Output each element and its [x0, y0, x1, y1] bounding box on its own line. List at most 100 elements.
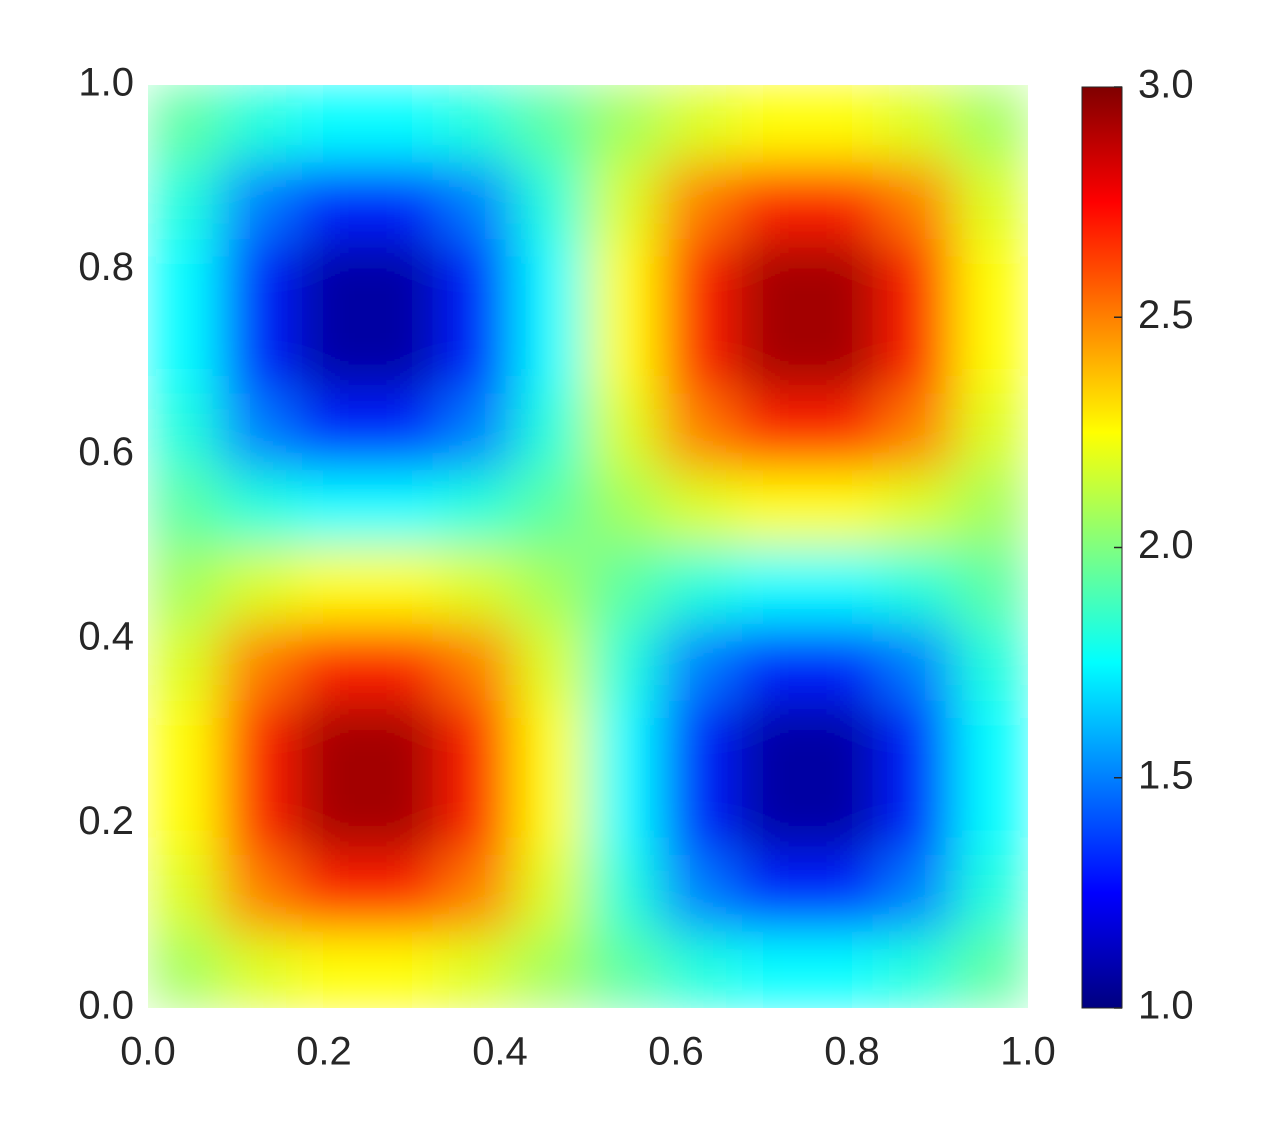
- heatmap-cell: [660, 85, 736, 163]
- heatmap-cell: [293, 699, 369, 778]
- heatmap-cell: [880, 161, 956, 240]
- heatmap-cell: [587, 468, 663, 547]
- heatmap-cell: [367, 161, 443, 240]
- x-tick-label: 0.2: [296, 1030, 352, 1074]
- heatmap-cell: [367, 777, 443, 855]
- heatmap-cell: [367, 853, 443, 932]
- heatmap-cell: [733, 315, 809, 394]
- heatmap-cell: [293, 392, 369, 471]
- heatmap-cell: [660, 930, 736, 1008]
- heatmap-cell: [367, 468, 443, 547]
- heatmap-cell: [733, 238, 809, 316]
- heatmap-cell: [367, 85, 443, 163]
- heatmap-cell: [513, 622, 589, 701]
- heatmap-cell: [880, 468, 956, 547]
- colorbar-tick-label: 2.5: [1138, 293, 1194, 337]
- heatmap-cell: [953, 468, 1028, 547]
- heatmap-cell: [513, 699, 589, 778]
- heatmap-cell: [660, 238, 736, 316]
- heatmap-cell: [660, 546, 736, 625]
- colorbar-tick-label: 1.5: [1138, 753, 1194, 797]
- heatmap-cell: [293, 853, 369, 932]
- heatmap-cell: [513, 546, 589, 625]
- heatmap-cell: [880, 777, 956, 855]
- heatmap-cell: [807, 468, 883, 547]
- heatmap-cell: [953, 161, 1028, 240]
- heatmap-cell: [220, 853, 296, 932]
- heatmap-cell: [513, 930, 589, 1008]
- heatmap-cell: [220, 622, 296, 701]
- heatmap-cell: [513, 853, 589, 932]
- heatmap-cell: [953, 853, 1028, 932]
- heatmap-cell: [587, 699, 663, 778]
- heatmap-cell: [440, 930, 516, 1008]
- heatmap-cell: [733, 622, 809, 701]
- heatmap-cell: [440, 853, 516, 932]
- heatmap-cell: [293, 85, 369, 163]
- heatmap-cell: [293, 238, 369, 316]
- heatmap-cell: [513, 468, 589, 547]
- heatmap-cell: [367, 699, 443, 778]
- heatmap-cell: [953, 315, 1028, 394]
- heatmap-cell: [807, 622, 883, 701]
- heatmap-cell: [807, 315, 883, 394]
- heatmap-cell: [440, 315, 516, 394]
- heatmap-cell: [367, 315, 443, 394]
- heatmap-cell: [660, 699, 736, 778]
- heatmap-cell: [733, 699, 809, 778]
- heatmap-cell: [807, 392, 883, 471]
- heatmap-cell: [660, 622, 736, 701]
- heatmap-cell: [367, 622, 443, 701]
- x-tick-label: 0.4: [472, 1030, 528, 1074]
- heatmap-cell: [880, 392, 956, 471]
- heatmap: [148, 85, 1028, 1008]
- heatmap-cell: [807, 238, 883, 316]
- y-tick-label: 1.0: [78, 61, 134, 105]
- heatmap-cell: [660, 468, 736, 547]
- heatmap-cell: [953, 930, 1028, 1008]
- heatmap-cell: [587, 238, 663, 316]
- x-tick-label: 0.0: [120, 1030, 176, 1074]
- heatmap-cell: [148, 699, 223, 778]
- heatmap-cell: [733, 930, 809, 1008]
- heatmap-cell: [733, 85, 809, 163]
- heatmap-cell: [220, 930, 296, 1008]
- heatmap-cell: [220, 161, 296, 240]
- heatmap-cell: [513, 161, 589, 240]
- heatmap-cell: [220, 315, 296, 394]
- heatmap-cell: [220, 777, 296, 855]
- heatmap-cell: [953, 777, 1028, 855]
- heatmap-cell: [587, 392, 663, 471]
- heatmap-cell: [587, 315, 663, 394]
- heatmap-cell: [807, 699, 883, 778]
- heatmap-cell: [513, 85, 589, 163]
- heatmap-cell: [293, 622, 369, 701]
- heatmap-cell: [148, 315, 223, 394]
- heatmap-cell: [220, 699, 296, 778]
- heatmap-cell: [148, 546, 223, 625]
- heatmap-cell: [807, 930, 883, 1008]
- heatmap-cell: [807, 161, 883, 240]
- heatmap-cell: [220, 85, 296, 163]
- heatmap-cell: [148, 468, 223, 547]
- heatmap-cell: [220, 468, 296, 547]
- heatmap-cell: [293, 468, 369, 547]
- heatmap-cell: [293, 777, 369, 855]
- heatmap-cell: [880, 85, 956, 163]
- heatmap-cell: [807, 853, 883, 932]
- heatmap-cell: [587, 546, 663, 625]
- heatmap-cell: [733, 392, 809, 471]
- plot-area: [148, 85, 1028, 1008]
- heatmap-cell: [953, 238, 1028, 316]
- heatmap-cell: [293, 161, 369, 240]
- heatmap-cell: [880, 930, 956, 1008]
- heatmap-cell: [148, 238, 223, 316]
- colorbar-tick-label: 2.0: [1138, 523, 1194, 567]
- heatmap-cell: [367, 546, 443, 625]
- heatmap-cell: [440, 161, 516, 240]
- heatmap-cell: [440, 622, 516, 701]
- heatmap-cell: [733, 777, 809, 855]
- heatmap-cell: [148, 930, 223, 1008]
- heatmap-cell: [293, 546, 369, 625]
- heatmap-cell: [807, 777, 883, 855]
